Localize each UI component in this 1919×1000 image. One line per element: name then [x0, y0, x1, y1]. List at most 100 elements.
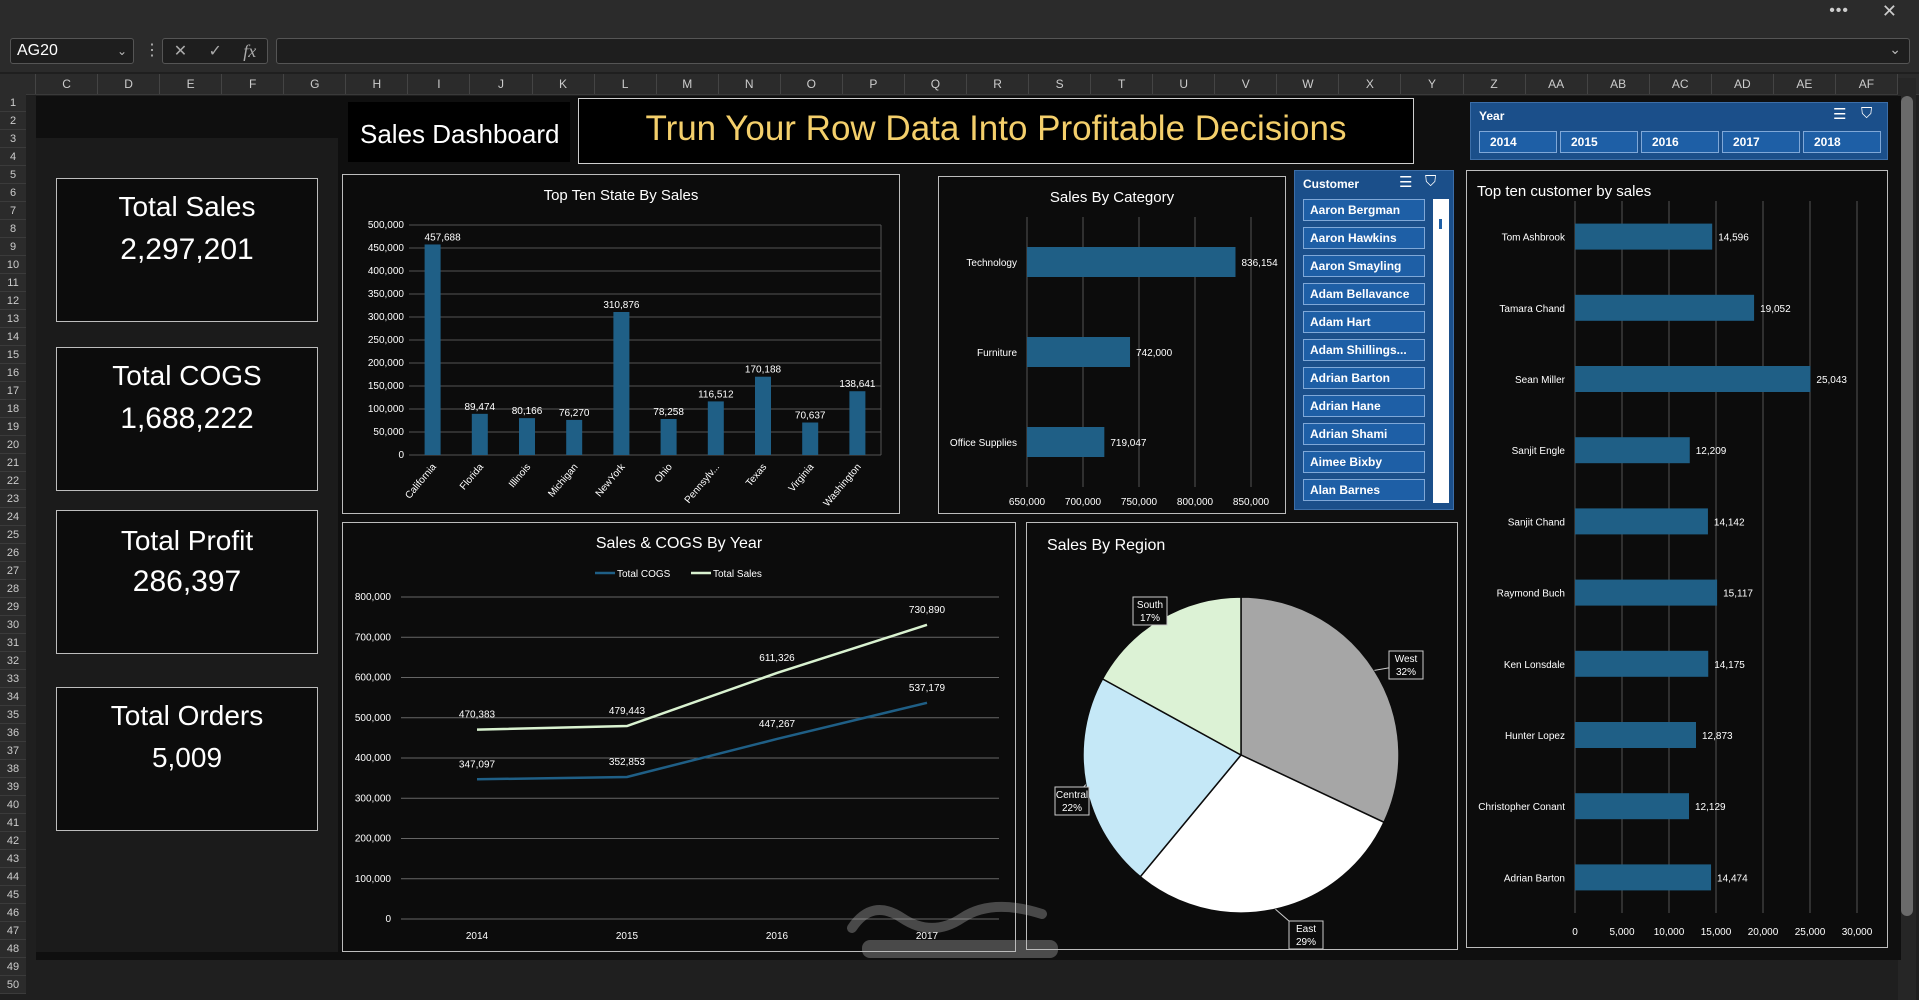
slicer-item[interactable]: Adam Bellavance: [1303, 283, 1425, 305]
row-header[interactable]: 41: [0, 814, 26, 832]
column-header[interactable]: AF: [1836, 74, 1898, 94]
column-header[interactable]: O: [781, 74, 843, 94]
row-header[interactable]: 49: [0, 958, 26, 976]
column-header[interactable]: G: [284, 74, 347, 94]
row-header[interactable]: 16: [0, 364, 26, 382]
row-header[interactable]: 25: [0, 526, 26, 544]
row-header[interactable]: 19: [0, 418, 26, 436]
row-header[interactable]: 30: [0, 616, 26, 634]
column-header[interactable]: Y: [1401, 74, 1464, 94]
scrollbar-thumb[interactable]: [1901, 96, 1913, 916]
year-slicer-item[interactable]: 2015: [1560, 131, 1638, 153]
row-header[interactable]: 18: [0, 400, 26, 418]
year-slicer-item[interactable]: 2016: [1641, 131, 1719, 153]
more-options-icon[interactable]: •••: [1829, 2, 1849, 19]
slicer-item[interactable]: Adrian Barton: [1303, 367, 1425, 389]
column-header[interactable]: U: [1153, 74, 1216, 94]
column-header[interactable]: N: [719, 74, 781, 94]
row-header[interactable]: 45: [0, 886, 26, 904]
row-header[interactable]: 36: [0, 724, 26, 742]
column-header[interactable]: AE: [1774, 74, 1836, 94]
row-header[interactable]: 37: [0, 742, 26, 760]
expand-formula-icon[interactable]: ⌄: [1889, 41, 1901, 57]
row-header[interactable]: 29: [0, 598, 26, 616]
row-header[interactable]: 44: [0, 868, 26, 886]
slicer-item[interactable]: Aaron Bergman: [1303, 199, 1425, 221]
row-header[interactable]: 9: [0, 238, 26, 256]
year-slicer-item[interactable]: 2018: [1803, 131, 1881, 153]
year-slicer-item[interactable]: 2014: [1479, 131, 1557, 153]
row-header[interactable]: 11: [0, 274, 26, 292]
column-header[interactable]: J: [470, 74, 533, 94]
column-header[interactable]: M: [657, 74, 719, 94]
vertical-dots-icon[interactable]: ⋮: [144, 42, 160, 59]
column-header[interactable]: S: [1029, 74, 1092, 94]
column-header[interactable]: AA: [1526, 74, 1588, 94]
slicer-item[interactable]: Aaron Smayling: [1303, 255, 1425, 277]
enter-icon[interactable]: ✓: [208, 43, 222, 60]
column-header[interactable]: Q: [905, 74, 967, 94]
column-header[interactable]: C: [36, 74, 99, 94]
row-header[interactable]: 20: [0, 436, 26, 454]
row-header[interactable]: 32: [0, 652, 26, 670]
row-header[interactable]: 48: [0, 940, 26, 958]
column-header[interactable]: W: [1277, 74, 1340, 94]
column-header[interactable]: Z: [1464, 74, 1526, 94]
slicer-scroll-thumb[interactable]: [1439, 219, 1442, 229]
customer-slicer[interactable]: Customer ☰ ⛉ Aaron Bergman Aaron Hawkins A…: [1294, 170, 1454, 510]
slicer-item[interactable]: Aimee Bixby: [1303, 451, 1425, 473]
row-header[interactable]: 26: [0, 544, 26, 562]
slicer-item[interactable]: Adam Shillings...: [1303, 339, 1425, 361]
row-header[interactable]: 38: [0, 760, 26, 778]
multi-select-icon[interactable]: ☰: [1833, 106, 1847, 123]
column-header[interactable]: F: [222, 74, 285, 94]
row-header[interactable]: 2: [0, 112, 26, 130]
column-header[interactable]: AC: [1650, 74, 1712, 94]
row-header[interactable]: 3: [0, 130, 26, 148]
row-header[interactable]: 40: [0, 796, 26, 814]
column-header[interactable]: I: [408, 74, 471, 94]
column-header[interactable]: R: [967, 74, 1030, 94]
row-header[interactable]: 17: [0, 382, 26, 400]
column-header[interactable]: T: [1091, 74, 1154, 94]
clear-filter-icon[interactable]: ⛉: [1861, 105, 1873, 122]
row-header[interactable]: 8: [0, 220, 26, 238]
column-header[interactable]: AD: [1712, 74, 1774, 94]
row-header[interactable]: 21: [0, 454, 26, 472]
close-icon[interactable]: ✕: [1881, 1, 1897, 21]
column-header[interactable]: AB: [1588, 74, 1650, 94]
column-header[interactable]: X: [1339, 74, 1402, 94]
slicer-item[interactable]: Aaron Hawkins: [1303, 227, 1425, 249]
row-header[interactable]: 1: [0, 94, 26, 112]
row-header[interactable]: 39: [0, 778, 26, 796]
row-header[interactable]: 46: [0, 904, 26, 922]
column-header[interactable]: E: [160, 74, 223, 94]
chevron-down-icon[interactable]: ⌄: [116, 44, 127, 58]
row-header[interactable]: 33: [0, 670, 26, 688]
row-header[interactable]: 22: [0, 472, 26, 490]
row-header[interactable]: 7: [0, 202, 26, 220]
row-header[interactable]: 42: [0, 832, 26, 850]
column-header[interactable]: V: [1215, 74, 1278, 94]
row-header[interactable]: 28: [0, 580, 26, 598]
row-header[interactable]: 5: [0, 166, 26, 184]
name-box[interactable]: AG20 ⌄: [10, 38, 134, 64]
slicer-scrollbar[interactable]: [1433, 199, 1449, 503]
slicer-item[interactable]: Alan Barnes: [1303, 479, 1425, 501]
row-header[interactable]: 15: [0, 346, 26, 364]
row-header[interactable]: 14: [0, 328, 26, 346]
row-header[interactable]: 4: [0, 148, 26, 166]
column-header[interactable]: L: [595, 74, 657, 94]
row-header[interactable]: 47: [0, 922, 26, 940]
year-slicer-item[interactable]: 2017: [1722, 131, 1800, 153]
formula-input[interactable]: ⌄: [276, 38, 1910, 64]
clear-filter-icon[interactable]: ⛉: [1425, 173, 1437, 190]
row-header[interactable]: 10: [0, 256, 26, 274]
row-header[interactable]: 43: [0, 850, 26, 868]
row-header[interactable]: 23: [0, 490, 26, 508]
row-header[interactable]: 6: [0, 184, 26, 202]
row-header[interactable]: 34: [0, 688, 26, 706]
row-header[interactable]: 35: [0, 706, 26, 724]
column-header[interactable]: H: [346, 74, 409, 94]
column-header[interactable]: P: [843, 74, 905, 94]
